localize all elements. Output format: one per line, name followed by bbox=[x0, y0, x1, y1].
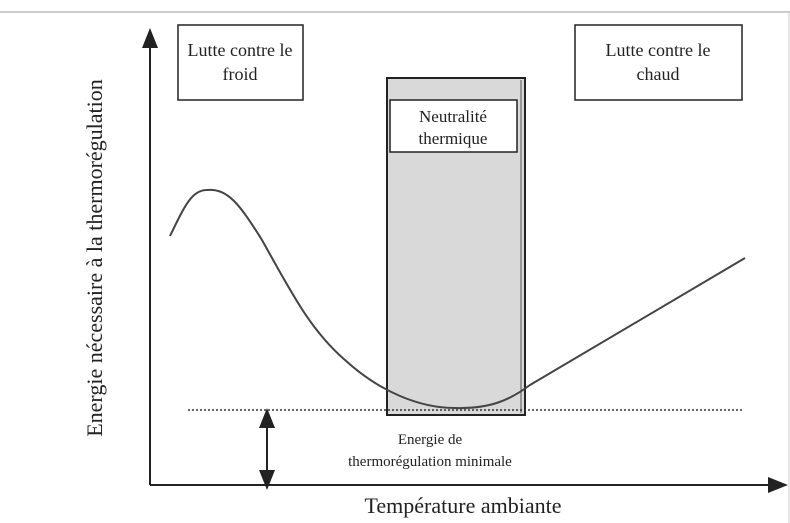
y-axis-label: Energie nécessaire à la thermorégulation bbox=[82, 79, 107, 437]
neutral-box bbox=[389, 99, 518, 153]
neutral-label: Neutralité thermique bbox=[419, 107, 488, 148]
energy-curve bbox=[169, 188, 746, 410]
x-axis-label: Température ambiante bbox=[365, 493, 562, 518]
cold-label: Lutte contre le froid bbox=[188, 40, 293, 84]
minimum-annotation: Energie de thermorégulation minimale bbox=[348, 432, 512, 470]
hot-box bbox=[574, 24, 743, 101]
cold-box bbox=[177, 24, 304, 101]
hot-label: Lutte contre le chaud bbox=[606, 40, 711, 84]
